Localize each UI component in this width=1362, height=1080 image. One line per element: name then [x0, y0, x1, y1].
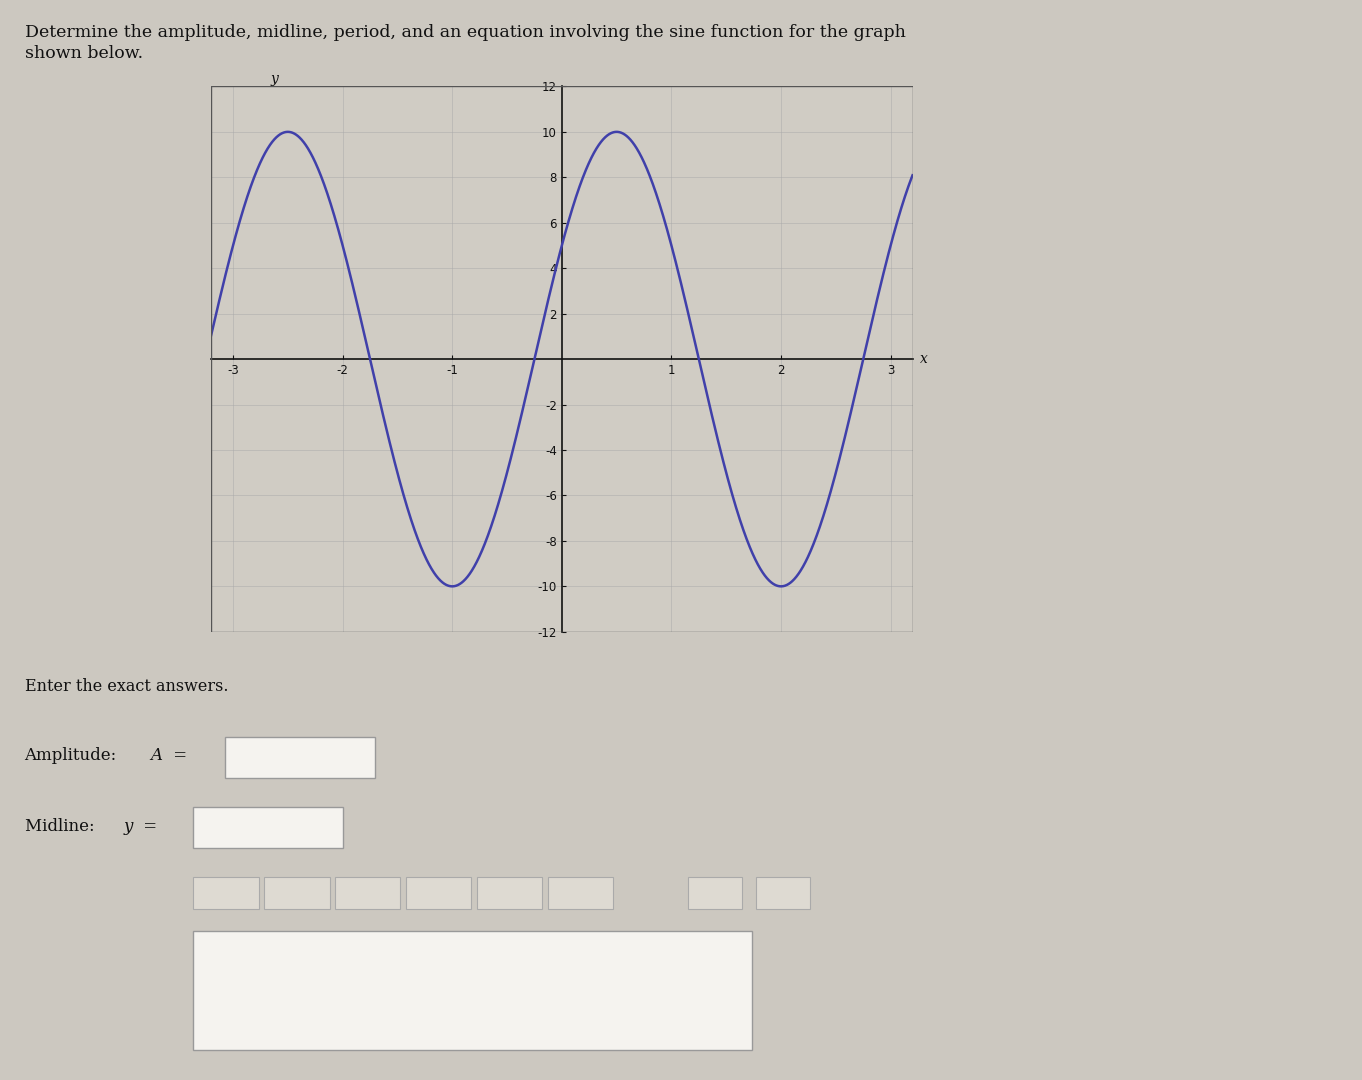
- Text: ?: ?: [780, 887, 786, 900]
- Text: A: A: [150, 747, 162, 765]
- Text: Enter the exact answers.: Enter the exact answers.: [25, 678, 227, 696]
- Text: ▦: ▦: [710, 887, 720, 900]
- Text: y: y: [270, 72, 278, 86]
- Text: Midline:: Midline:: [25, 818, 99, 835]
- Text: =: =: [168, 747, 187, 765]
- Text: Number: Number: [210, 820, 262, 833]
- Text: Amplitude:: Amplitude:: [25, 747, 123, 765]
- Text: a/b: a/b: [289, 888, 305, 899]
- Text: shown below.: shown below.: [25, 45, 143, 63]
- Text: Number: Number: [241, 750, 293, 762]
- Text: =: =: [138, 818, 157, 835]
- Text: x: x: [919, 352, 928, 366]
- Text: √a: √a: [361, 888, 375, 899]
- Text: Determine the amplitude, midline, period, and an equation involving the sine fun: Determine the amplitude, midline, period…: [25, 24, 906, 41]
- Text: π: π: [505, 888, 513, 899]
- Text: y: y: [124, 818, 133, 835]
- Text: a^b: a^b: [215, 888, 237, 899]
- Text: |a|: |a|: [432, 888, 445, 899]
- Text: sin(a): sin(a): [564, 888, 597, 899]
